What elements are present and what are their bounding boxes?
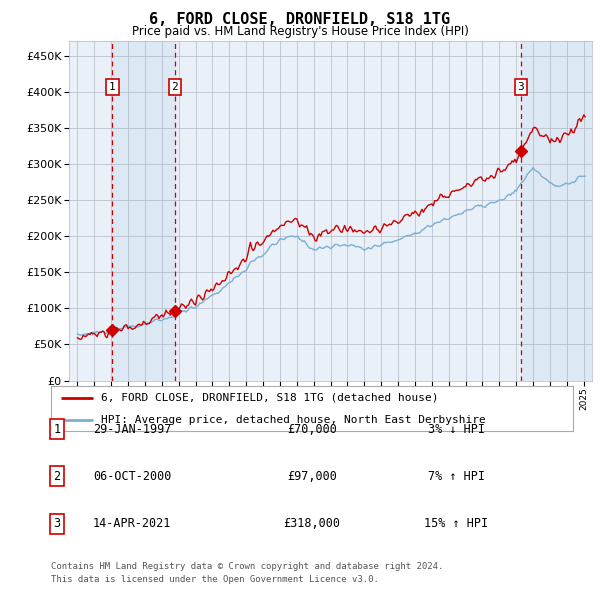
Text: 1: 1: [53, 422, 61, 436]
Text: Contains HM Land Registry data © Crown copyright and database right 2024.: Contains HM Land Registry data © Crown c…: [51, 562, 443, 571]
Text: Price paid vs. HM Land Registry's House Price Index (HPI): Price paid vs. HM Land Registry's House …: [131, 25, 469, 38]
Text: 14-APR-2021: 14-APR-2021: [93, 517, 171, 530]
Text: 15% ↑ HPI: 15% ↑ HPI: [424, 517, 488, 530]
Text: 2: 2: [53, 470, 61, 483]
Text: 2: 2: [172, 82, 178, 92]
Bar: [521, 41, 594, 381]
Text: 3: 3: [53, 517, 61, 530]
Text: 3% ↓ HPI: 3% ↓ HPI: [427, 422, 485, 436]
Text: 6, FORD CLOSE, DRONFIELD, S18 1TG (detached house): 6, FORD CLOSE, DRONFIELD, S18 1TG (detac…: [101, 392, 438, 402]
Text: 1: 1: [109, 82, 116, 92]
Text: 3: 3: [518, 82, 524, 92]
Text: £70,000: £70,000: [287, 422, 337, 436]
Text: This data is licensed under the Open Government Licence v3.0.: This data is licensed under the Open Gov…: [51, 575, 379, 584]
Text: £318,000: £318,000: [284, 517, 341, 530]
Bar: [112, 41, 175, 381]
Text: 06-OCT-2000: 06-OCT-2000: [93, 470, 171, 483]
Text: HPI: Average price, detached house, North East Derbyshire: HPI: Average price, detached house, Nort…: [101, 415, 485, 425]
Text: 29-JAN-1997: 29-JAN-1997: [93, 422, 171, 436]
Text: 6, FORD CLOSE, DRONFIELD, S18 1TG: 6, FORD CLOSE, DRONFIELD, S18 1TG: [149, 12, 451, 27]
Text: £97,000: £97,000: [287, 470, 337, 483]
Text: 7% ↑ HPI: 7% ↑ HPI: [427, 470, 485, 483]
